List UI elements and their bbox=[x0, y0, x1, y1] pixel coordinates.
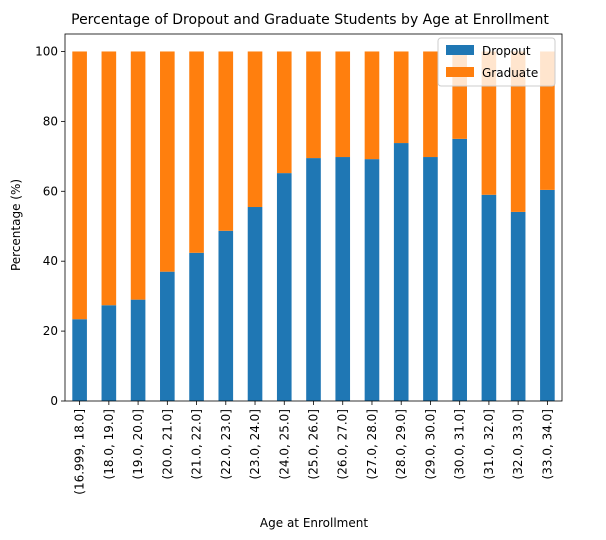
bar-dropout-3 bbox=[160, 271, 175, 401]
bar-dropout-5 bbox=[218, 230, 234, 401]
bar-graduate-11 bbox=[393, 51, 409, 144]
x-tick-label: (22.0, 23.0] bbox=[219, 409, 233, 479]
x-tick-label: (31.0, 32.0] bbox=[482, 409, 496, 479]
y-axis: 0 20 40 60 80 100 bbox=[35, 44, 65, 408]
x-tick-label: (20.0, 21.0] bbox=[160, 409, 174, 479]
bar-graduate-0 bbox=[72, 51, 87, 320]
x-tick-label: (28.0, 29.0] bbox=[394, 409, 408, 479]
bar-dropout-16 bbox=[540, 189, 555, 401]
plot-area bbox=[64, 33, 563, 402]
bar-graduate-5 bbox=[218, 51, 234, 231]
bar-dropout-6 bbox=[247, 207, 263, 401]
y-tick-label: 60 bbox=[43, 184, 58, 198]
bar-dropout-13 bbox=[452, 138, 467, 401]
bar-graduate-3 bbox=[160, 51, 175, 272]
bar-dropout-4 bbox=[189, 252, 204, 401]
bar-graduate-8 bbox=[306, 51, 321, 159]
x-tick-label: (33.0, 34.0] bbox=[540, 409, 554, 479]
y-tick-label: 20 bbox=[43, 324, 58, 338]
legend-label-dropout: Dropout bbox=[482, 44, 531, 58]
x-tick-label: (29.0, 30.0] bbox=[423, 409, 437, 479]
bar-graduate-6 bbox=[247, 51, 263, 208]
bar-dropout-7 bbox=[276, 173, 292, 401]
bar-graduate-15 bbox=[510, 51, 526, 212]
y-axis-title: Percentage (%) bbox=[9, 179, 23, 271]
bar-dropout-1 bbox=[101, 305, 117, 401]
x-tick-label: (18.0, 19.0] bbox=[102, 409, 116, 479]
chart-title: Percentage of Dropout and Graduate Stude… bbox=[71, 12, 549, 28]
bar-graduate-2 bbox=[130, 51, 146, 300]
x-tick-label: (27.0, 28.0] bbox=[365, 409, 379, 479]
legend-swatch-dropout bbox=[446, 45, 474, 55]
x-tick-label: (24.0, 25.0] bbox=[277, 409, 291, 479]
y-tick-label: 0 bbox=[50, 394, 58, 408]
x-tick-label: (25.0, 26.0] bbox=[307, 409, 321, 479]
bar-graduate-12 bbox=[423, 51, 438, 158]
y-tick-label: 80 bbox=[43, 114, 58, 128]
bar-dropout-10 bbox=[364, 159, 380, 401]
x-tick-label: (30.0, 31.0] bbox=[453, 409, 467, 479]
bar-dropout-14 bbox=[481, 194, 497, 401]
bar-graduate-9 bbox=[335, 51, 351, 158]
y-tick-label: 100 bbox=[35, 44, 58, 58]
bar-dropout-2 bbox=[130, 299, 146, 401]
x-tick-label: (23.0, 24.0] bbox=[248, 409, 262, 479]
legend: Dropout Graduate bbox=[437, 37, 556, 87]
x-tick-label: (21.0, 22.0] bbox=[190, 409, 204, 479]
x-axis-title: Age at Enrollment bbox=[260, 516, 368, 530]
legend-label-graduate: Graduate bbox=[482, 66, 538, 80]
bar-graduate-1 bbox=[101, 51, 117, 306]
x-axis: (16.999, 18.0] (18.0, 19.0] (19.0, 20.0] (2… bbox=[73, 401, 554, 495]
bar-graduate-4 bbox=[189, 51, 204, 253]
bar-dropout-0 bbox=[72, 319, 87, 401]
bar-dropout-8 bbox=[306, 158, 321, 401]
bar-dropout-15 bbox=[510, 211, 526, 401]
legend-swatch-graduate bbox=[446, 67, 474, 77]
x-tick-label: (16.999, 18.0] bbox=[73, 409, 87, 495]
x-tick-label: (26.0, 27.0] bbox=[336, 409, 350, 479]
y-tick-label: 40 bbox=[43, 254, 58, 268]
bar-graduate-7 bbox=[276, 51, 292, 174]
bar-graduate-14 bbox=[481, 51, 497, 195]
bar-graduate-10 bbox=[364, 51, 380, 160]
bar-dropout-12 bbox=[423, 157, 438, 401]
bar-dropout-9 bbox=[335, 157, 351, 401]
x-tick-label: (19.0, 20.0] bbox=[131, 409, 145, 479]
bar-dropout-11 bbox=[393, 143, 409, 401]
x-tick-label: (32.0, 33.0] bbox=[511, 409, 525, 479]
